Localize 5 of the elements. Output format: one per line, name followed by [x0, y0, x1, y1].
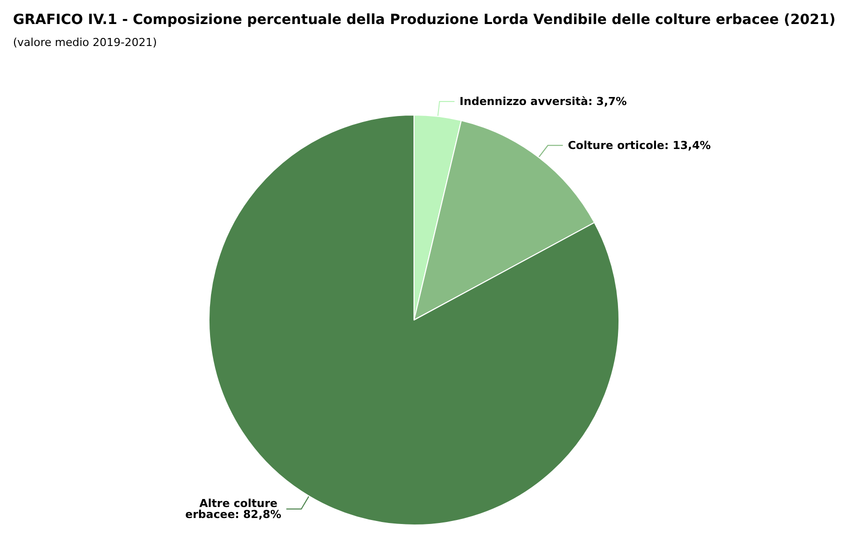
slice-label: Altre colture erbacee: 82,8%: [185, 496, 282, 521]
text: (valore medio 2019-2021): [13, 36, 157, 49]
slice-label: Indennizzo avversità: 3,7%: [460, 94, 627, 108]
chart-title: GRAFICO IV.1 - Composizione percentuale della Produzione Lorda Vendibile delle colture erbacee (2021): [13, 12, 836, 28]
slice-label: Colture orticole: 13,4%: [568, 138, 711, 152]
